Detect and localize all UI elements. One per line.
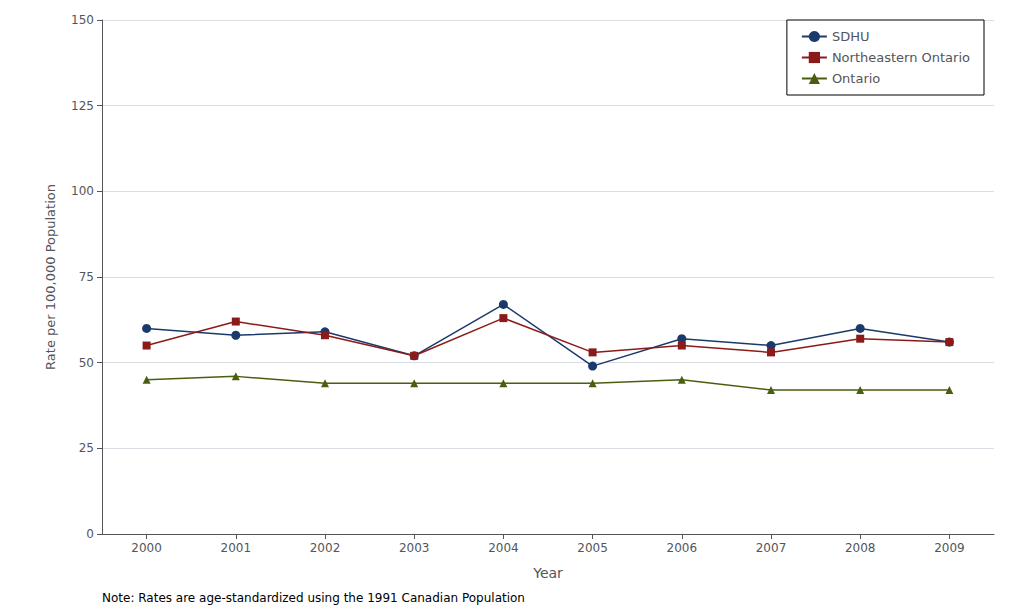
svg-text:50: 50 [79,356,94,370]
svg-text:25: 25 [79,441,94,455]
svg-text:2002: 2002 [310,541,341,555]
svg-text:75: 75 [79,270,94,284]
svg-text:2001: 2001 [221,541,252,555]
svg-text:125: 125 [71,99,94,113]
svg-text:2005: 2005 [577,541,608,555]
svg-text:150: 150 [71,13,94,27]
svg-text:Ontario: Ontario [832,71,880,86]
svg-text:2009: 2009 [934,541,965,555]
svg-text:Note: Rates are age-standardiz: Note: Rates are age-standardized using t… [102,591,525,605]
svg-text:Rate per 100,000 Population: Rate per 100,000 Population [43,184,58,370]
svg-text:100: 100 [71,184,94,198]
svg-text:0: 0 [86,527,94,541]
svg-text:Northeastern Ontario: Northeastern Ontario [832,50,970,65]
svg-text:SDHU: SDHU [832,29,870,44]
svg-text:2000: 2000 [131,541,162,555]
svg-text:Year: Year [532,565,563,581]
svg-text:2007: 2007 [756,541,787,555]
svg-text:2004: 2004 [488,541,519,555]
svg-text:2006: 2006 [667,541,698,555]
svg-text:2008: 2008 [845,541,876,555]
svg-text:2003: 2003 [399,541,430,555]
